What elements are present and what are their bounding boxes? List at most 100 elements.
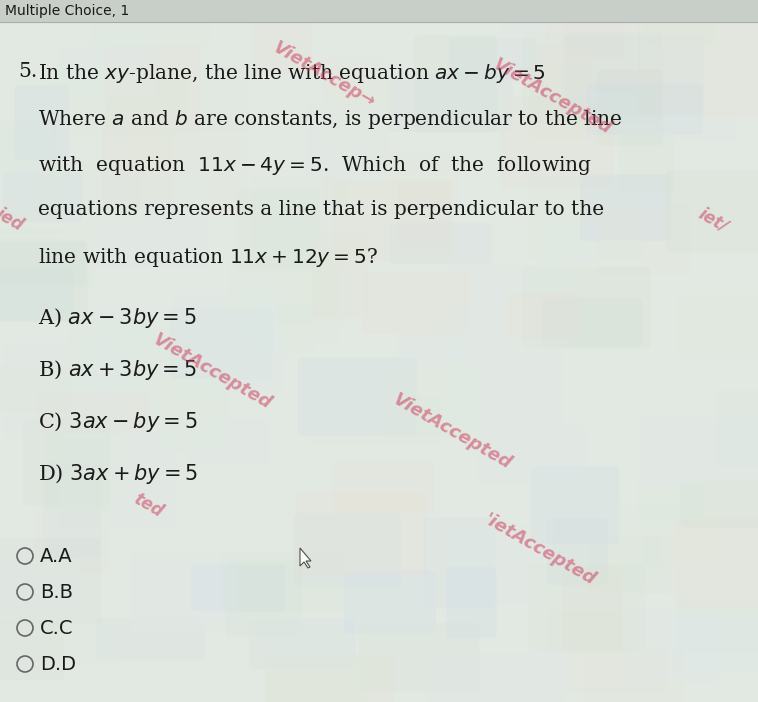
FancyBboxPatch shape [312, 233, 368, 318]
FancyBboxPatch shape [302, 505, 429, 575]
FancyBboxPatch shape [580, 174, 672, 241]
FancyBboxPatch shape [0, 556, 82, 604]
FancyBboxPatch shape [641, 418, 758, 485]
FancyBboxPatch shape [23, 418, 111, 505]
Text: 'ietAccepted: 'ietAccepted [480, 510, 598, 588]
FancyBboxPatch shape [565, 0, 625, 58]
Text: C) $3ax - by = 5$: C) $3ax - by = 5$ [38, 410, 197, 434]
FancyBboxPatch shape [414, 35, 496, 133]
FancyBboxPatch shape [43, 461, 101, 557]
FancyBboxPatch shape [396, 303, 471, 362]
FancyBboxPatch shape [0, 121, 42, 201]
Text: ted: ted [130, 490, 166, 521]
Text: iet/: iet/ [695, 205, 731, 236]
FancyBboxPatch shape [334, 182, 453, 262]
FancyBboxPatch shape [363, 272, 469, 333]
FancyBboxPatch shape [163, 376, 221, 453]
Text: ied: ied [0, 205, 26, 235]
FancyBboxPatch shape [446, 526, 543, 604]
FancyBboxPatch shape [36, 392, 149, 433]
FancyBboxPatch shape [0, 538, 102, 624]
FancyBboxPatch shape [187, 420, 270, 465]
Bar [0, 0, 758, 22]
FancyBboxPatch shape [294, 513, 401, 588]
Text: line with equation $11x + 12y = 5$?: line with equation $11x + 12y = 5$? [38, 246, 378, 269]
FancyBboxPatch shape [531, 466, 619, 544]
FancyBboxPatch shape [478, 425, 587, 484]
FancyBboxPatch shape [389, 223, 492, 264]
FancyBboxPatch shape [625, 611, 719, 682]
FancyBboxPatch shape [265, 654, 395, 702]
Text: VietAccepted: VietAccepted [490, 55, 615, 138]
Text: Where $a$ and $b$ are constants, is perpendicular to the line: Where $a$ and $b$ are constants, is perp… [38, 108, 622, 131]
FancyBboxPatch shape [344, 571, 436, 634]
FancyBboxPatch shape [105, 46, 201, 130]
Text: equations represents a line that is perpendicular to the: equations represents a line that is perp… [38, 200, 604, 219]
FancyBboxPatch shape [0, 156, 62, 234]
FancyBboxPatch shape [63, 162, 140, 228]
FancyBboxPatch shape [91, 0, 212, 45]
FancyBboxPatch shape [382, 366, 475, 437]
Text: B) $ax + 3by = 5$: B) $ax + 3by = 5$ [38, 358, 197, 382]
FancyBboxPatch shape [449, 38, 537, 81]
FancyBboxPatch shape [588, 536, 673, 594]
FancyBboxPatch shape [427, 652, 565, 702]
FancyBboxPatch shape [672, 614, 758, 673]
FancyBboxPatch shape [547, 518, 608, 585]
FancyBboxPatch shape [0, 622, 64, 680]
FancyBboxPatch shape [52, 71, 186, 137]
FancyBboxPatch shape [584, 649, 684, 702]
FancyBboxPatch shape [3, 342, 125, 437]
FancyBboxPatch shape [424, 517, 495, 608]
Text: VietAccepted: VietAccepted [150, 330, 275, 413]
FancyBboxPatch shape [441, 351, 562, 431]
FancyBboxPatch shape [547, 610, 667, 692]
FancyBboxPatch shape [155, 65, 249, 131]
FancyBboxPatch shape [541, 298, 642, 346]
FancyBboxPatch shape [251, 177, 346, 270]
FancyBboxPatch shape [298, 358, 416, 436]
FancyBboxPatch shape [306, 397, 440, 444]
FancyBboxPatch shape [46, 622, 117, 664]
FancyBboxPatch shape [130, 121, 246, 211]
FancyBboxPatch shape [69, 323, 155, 391]
Text: D) $3ax + by = 5$: D) $3ax + by = 5$ [38, 462, 198, 486]
FancyBboxPatch shape [96, 618, 205, 661]
Text: with  equation  $11x - 4y = 5$.  Which  of  the  following: with equation $11x - 4y = 5$. Which of t… [38, 154, 592, 177]
FancyBboxPatch shape [678, 294, 758, 359]
Text: VietAccep→: VietAccep→ [270, 38, 379, 112]
Text: D.D: D.D [40, 654, 76, 673]
FancyBboxPatch shape [675, 519, 758, 606]
Text: C.C: C.C [40, 618, 74, 637]
FancyBboxPatch shape [619, 135, 675, 192]
FancyBboxPatch shape [247, 306, 315, 354]
FancyBboxPatch shape [90, 311, 154, 392]
FancyBboxPatch shape [445, 266, 570, 348]
Text: VietAccepted: VietAccepted [390, 390, 515, 472]
FancyBboxPatch shape [124, 326, 229, 418]
FancyBboxPatch shape [680, 480, 758, 527]
FancyBboxPatch shape [35, 476, 108, 572]
FancyBboxPatch shape [0, 366, 72, 413]
FancyBboxPatch shape [446, 567, 496, 638]
FancyBboxPatch shape [323, 58, 389, 153]
FancyBboxPatch shape [2, 172, 82, 222]
FancyBboxPatch shape [58, 430, 175, 529]
FancyBboxPatch shape [0, 122, 57, 172]
FancyBboxPatch shape [676, 601, 758, 653]
Text: A) $ax - 3by = 5$: A) $ax - 3by = 5$ [38, 306, 196, 330]
FancyBboxPatch shape [191, 564, 286, 611]
FancyBboxPatch shape [523, 267, 650, 349]
FancyBboxPatch shape [45, 432, 120, 512]
FancyBboxPatch shape [333, 461, 435, 513]
FancyBboxPatch shape [501, 0, 625, 56]
FancyBboxPatch shape [501, 96, 613, 188]
FancyBboxPatch shape [131, 552, 239, 632]
FancyBboxPatch shape [644, 504, 718, 567]
FancyBboxPatch shape [58, 48, 161, 98]
FancyBboxPatch shape [170, 310, 273, 379]
FancyBboxPatch shape [89, 168, 209, 267]
FancyBboxPatch shape [102, 129, 174, 204]
Text: In the $xy$-plane, the line with equation $ax - by = 5$: In the $xy$-plane, the line with equatio… [38, 62, 546, 85]
FancyBboxPatch shape [528, 564, 645, 651]
